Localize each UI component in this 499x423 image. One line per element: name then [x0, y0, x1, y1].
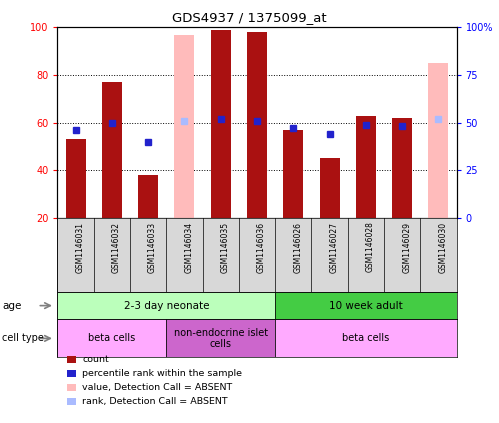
Bar	[247, 32, 267, 218]
Text: cell type: cell type	[2, 333, 44, 343]
Text: beta cells: beta cells	[342, 333, 390, 343]
Text: non-endocrine islet
cells: non-endocrine islet cells	[174, 327, 268, 349]
Text: GSM1146029: GSM1146029	[402, 222, 411, 272]
Bar	[175, 35, 195, 218]
Text: count: count	[82, 355, 109, 364]
Text: GSM1146027: GSM1146027	[329, 222, 338, 272]
Text: rank, Detection Call = ABSENT: rank, Detection Call = ABSENT	[82, 397, 228, 406]
Bar	[429, 63, 449, 218]
Text: GSM1146034: GSM1146034	[185, 222, 194, 273]
Text: GSM1146028: GSM1146028	[366, 222, 375, 272]
Bar	[57, 292, 275, 319]
Bar	[65, 139, 85, 218]
Bar	[166, 319, 275, 357]
Text: GSM1146032: GSM1146032	[112, 222, 121, 272]
Text: GDS4937 / 1375099_at: GDS4937 / 1375099_at	[172, 11, 327, 24]
Text: GSM1146030: GSM1146030	[439, 222, 448, 273]
Bar	[275, 292, 457, 319]
Text: GSM1146031: GSM1146031	[75, 222, 84, 272]
Text: GSM1146026: GSM1146026	[293, 222, 302, 272]
Text: 10 week adult: 10 week adult	[329, 301, 403, 310]
Text: beta cells: beta cells	[88, 333, 135, 343]
Text: 2-3 day neonate: 2-3 day neonate	[124, 301, 209, 310]
Bar	[392, 118, 412, 218]
Text: GSM1146036: GSM1146036	[257, 222, 266, 273]
Bar	[138, 175, 158, 218]
Bar	[319, 158, 339, 218]
Bar	[356, 115, 376, 218]
Text: GSM1146035: GSM1146035	[221, 222, 230, 273]
Text: percentile rank within the sample: percentile rank within the sample	[82, 369, 243, 378]
Bar	[102, 82, 122, 218]
Text: age: age	[2, 301, 22, 310]
Bar	[57, 319, 166, 357]
Text: value, Detection Call = ABSENT: value, Detection Call = ABSENT	[82, 383, 233, 392]
Text: GSM1146033: GSM1146033	[148, 222, 157, 273]
Bar	[211, 30, 231, 218]
Bar	[283, 130, 303, 218]
Bar	[275, 319, 457, 357]
